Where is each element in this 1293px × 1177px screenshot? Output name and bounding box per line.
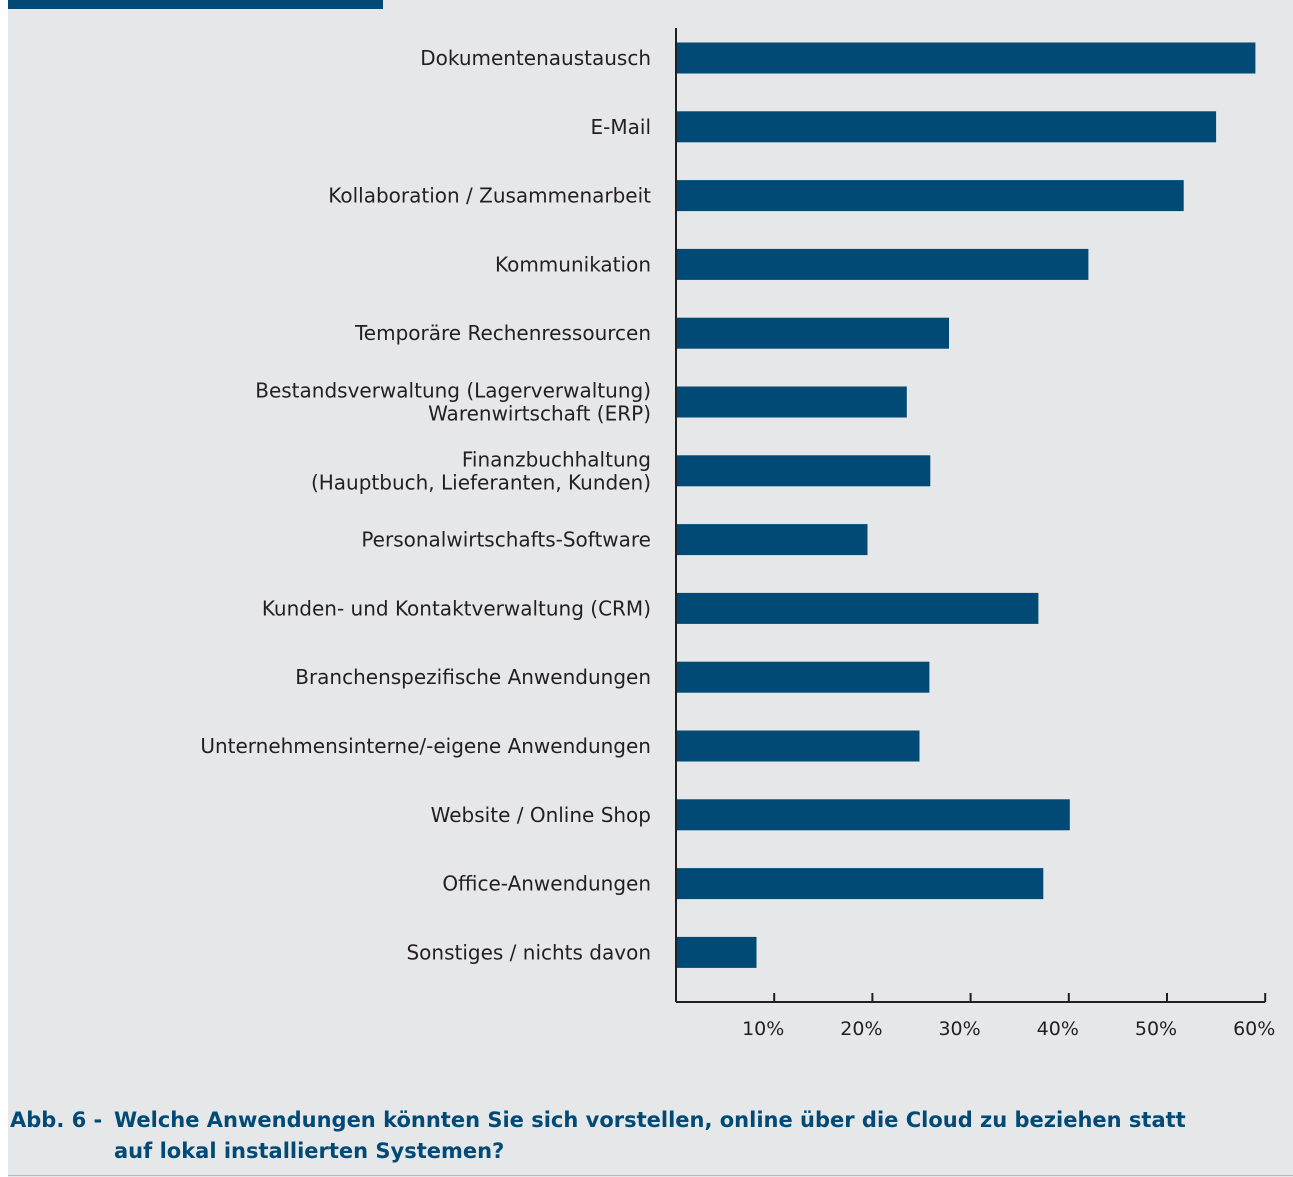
category-labels: Dokumentenaustausch E-Mail Kollaboration /… <box>200 46 651 964</box>
bars-group <box>676 42 1256 968</box>
bar-9 <box>676 661 930 693</box>
category-label-8: Kunden- und Kontaktverwaltung (CRM) <box>262 596 651 620</box>
bar-7 <box>676 524 868 556</box>
category-label-10: Unternehmensinterne/-eigene Anwendungen <box>200 734 651 758</box>
category-label-7: Personalwirtschafts-Software <box>361 528 651 552</box>
bar-10 <box>676 730 920 762</box>
x-tick-label-1: 20% <box>840 1018 882 1040</box>
category-label-4: Temporäre Rechenressourcen <box>354 321 651 345</box>
bar-3 <box>676 248 1089 280</box>
category-label-12: Office-Anwendungen <box>442 872 651 896</box>
bar-chart: Dokumentenaustausch E-Mail Kollaboration /… <box>200 28 1275 1040</box>
caption-text: Welche Anwendungen könnten Sie sich vors… <box>114 1108 1186 1163</box>
bar-2 <box>676 180 1184 212</box>
bar-11 <box>676 799 1070 831</box>
category-label-2: Kollaboration / Zusammenarbeit <box>328 184 651 208</box>
category-label-5: Bestandsverwaltung (Lagerverwaltung) Ware… <box>255 379 651 426</box>
category-label-13: Sonstiges / nichts davon <box>406 940 651 964</box>
x-tick-label-4: 50% <box>1135 1018 1177 1040</box>
bar-8 <box>676 592 1039 624</box>
top-accent-bar <box>8 0 383 9</box>
bar-1 <box>676 111 1217 143</box>
x-tick-label-5: 60% <box>1233 1018 1275 1040</box>
x-axis: 10% 20% 30% 40% 50% 60% <box>675 28 1275 1040</box>
caption-prefix: Abb. 6 - <box>10 1108 103 1132</box>
category-label-0: Dokumentenaustausch <box>420 46 651 70</box>
bar-6 <box>676 455 931 487</box>
category-label-6: Finanzbuchhaltung (Hauptbuch, Lieferanten… <box>311 447 651 494</box>
category-label-1: E-Mail <box>591 115 651 139</box>
x-tick-label-2: 30% <box>938 1018 980 1040</box>
x-tick-label-3: 40% <box>1037 1018 1079 1040</box>
category-label-9: Branchenspezifische Anwendungen <box>295 665 651 689</box>
bar-12 <box>676 868 1044 900</box>
bar-5 <box>676 386 907 418</box>
x-tick-label-0: 10% <box>742 1018 784 1040</box>
bar-0 <box>676 42 1256 74</box>
bar-4 <box>676 317 949 349</box>
category-label-11: Website / Online Shop <box>431 803 651 827</box>
bar-13 <box>676 936 757 968</box>
bottom-divider <box>8 1175 1293 1176</box>
category-label-3: Kommunikation <box>495 252 651 276</box>
